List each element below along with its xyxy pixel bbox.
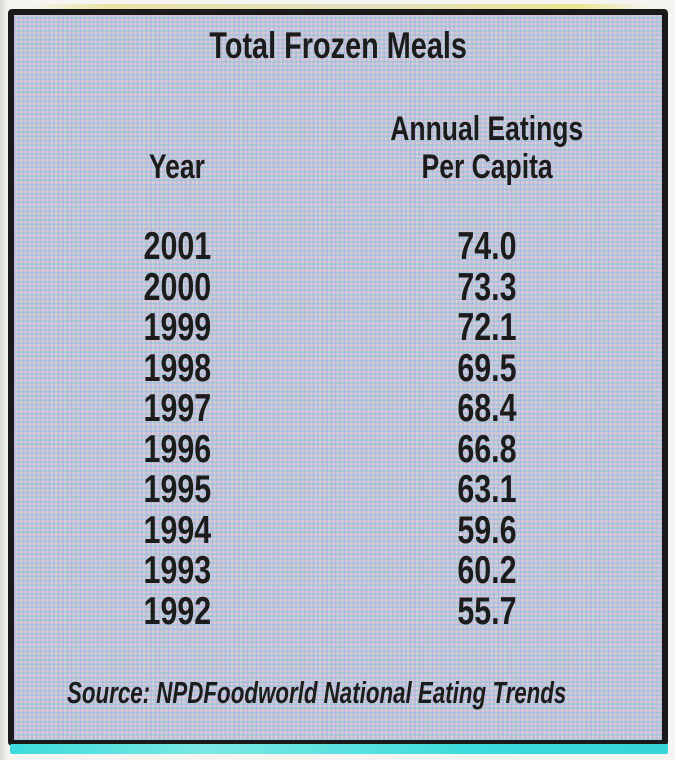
table-row: 1997 68.4 xyxy=(14,387,662,430)
table-body: 2001 74.0 2000 73.3 1999 72.1 1998 69.5 … xyxy=(14,225,662,633)
value-cell: 73.3 xyxy=(457,265,517,309)
table-row: 1994 59.6 xyxy=(14,508,662,552)
table-row: 1999 72.1 xyxy=(14,306,662,349)
table-row: 1998 69.5 xyxy=(14,346,662,390)
column-header-annual-eatings: Annual Eatings Per Capita xyxy=(390,110,584,186)
table-row: 1992 55.7 xyxy=(14,589,662,633)
value-cell: 60.2 xyxy=(457,549,517,592)
year-cell: 1996 xyxy=(143,427,211,471)
value-cell: 69.5 xyxy=(457,346,517,390)
panel-content: Total Frozen Meals Year Annual Eatings P… xyxy=(14,15,662,740)
frozen-meals-table-panel: Total Frozen Meals Year Annual Eatings P… xyxy=(8,9,668,746)
year-cell: 1992 xyxy=(143,589,211,633)
scan-artifact-top-line xyxy=(30,4,650,9)
table-row: 1995 63.1 xyxy=(14,468,662,511)
year-cell: 1999 xyxy=(143,306,211,349)
table-row: 1993 60.2 xyxy=(14,549,662,592)
value-cell: 72.1 xyxy=(457,306,517,349)
value-cell: 63.1 xyxy=(457,468,517,511)
value-cell: 66.8 xyxy=(457,427,517,471)
value-cell: 59.6 xyxy=(457,508,517,552)
year-cell: 1997 xyxy=(143,387,211,430)
year-cell: 2000 xyxy=(143,265,211,309)
year-cell: 1994 xyxy=(143,508,211,552)
year-cell: 1998 xyxy=(143,346,211,390)
scan-artifact-cyan-strip xyxy=(10,744,668,754)
year-cell: 1995 xyxy=(143,468,211,511)
value-cell: 55.7 xyxy=(457,589,517,633)
value-cell: 68.4 xyxy=(457,387,517,430)
column-header-year: Year xyxy=(148,148,206,186)
table-row: 1996 66.8 xyxy=(14,427,662,471)
year-cell: 1993 xyxy=(143,549,211,592)
table-row: 2000 73.3 xyxy=(14,265,662,309)
table-row: 2001 74.0 xyxy=(14,225,662,268)
table-title: Total Frozen Meals xyxy=(14,27,662,64)
source-citation: Source: NPDFoodworld National Eating Tre… xyxy=(67,675,567,710)
year-cell: 2001 xyxy=(143,225,211,268)
table-title-text: Total Frozen Meals xyxy=(209,25,467,66)
value-cell: 74.0 xyxy=(457,225,517,268)
